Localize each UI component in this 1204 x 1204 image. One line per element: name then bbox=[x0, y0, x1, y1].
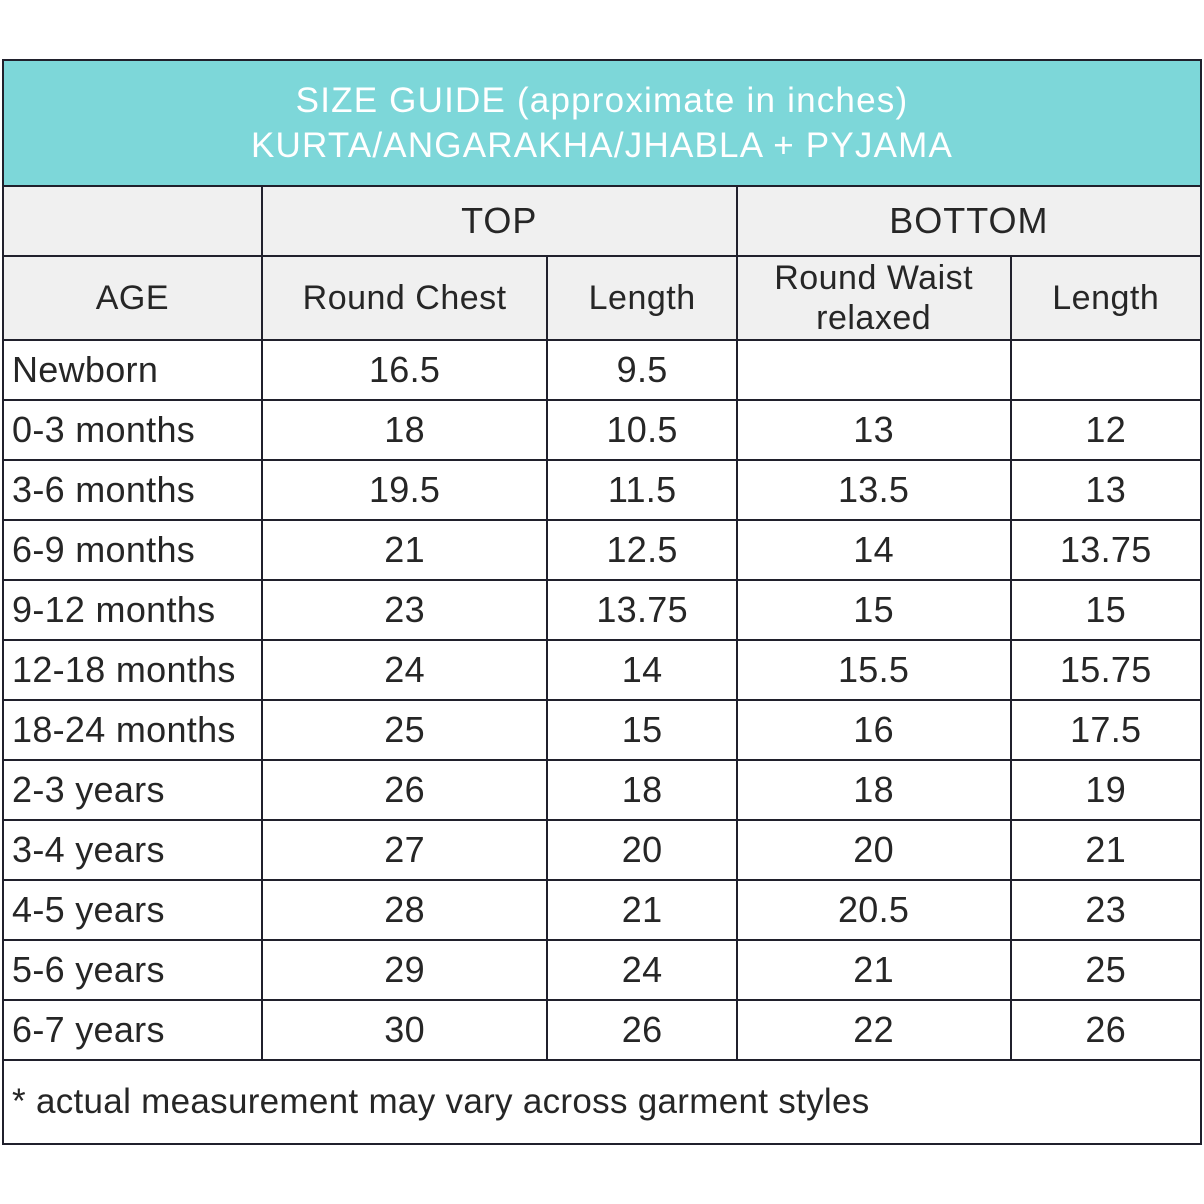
top-length-cell: 24 bbox=[546, 939, 738, 1002]
table-row: Newborn 16.5 9.5 bbox=[2, 339, 1202, 402]
round-waist-cell: 15 bbox=[735, 579, 1012, 642]
group-header-row: TOP BOTTOM bbox=[2, 185, 1203, 257]
round-waist-cell: 16 bbox=[735, 699, 1012, 762]
table-row: 6-9 months 21 12.5 14 13.75 bbox=[2, 519, 1202, 582]
group-header-bottom: BOTTOM bbox=[735, 185, 1203, 257]
table-row: 9-12 months 23 13.75 15 15 bbox=[2, 579, 1202, 642]
top-length-cell: 18 bbox=[546, 759, 738, 822]
round-chest-cell: 27 bbox=[260, 819, 549, 882]
column-header-top-length: Length bbox=[546, 254, 738, 342]
top-length-cell: 21 bbox=[546, 879, 738, 942]
age-cell: 3-6 months bbox=[2, 459, 263, 522]
group-header-top: TOP bbox=[260, 185, 738, 257]
table-row: 3-6 months 19.5 11.5 13.5 13 bbox=[2, 459, 1202, 522]
column-header-row: AGE Round Chest Length Round Waist relax… bbox=[2, 254, 1202, 342]
table-row: 4-5 years 28 21 20.5 23 bbox=[2, 879, 1202, 942]
age-cell: 18-24 months bbox=[2, 699, 263, 762]
size-table-body: Newborn 16.5 9.5 0-3 months 18 10.5 13 12 3-6 mo… bbox=[2, 339, 1202, 1062]
round-chest-cell: 19.5 bbox=[260, 459, 549, 522]
round-chest-cell: 23 bbox=[260, 579, 549, 642]
age-cell: 12-18 months bbox=[2, 639, 263, 702]
table-row: 18-24 months 25 15 16 17.5 bbox=[2, 699, 1202, 762]
bottom-length-cell: 15.75 bbox=[1009, 639, 1202, 702]
banner-title-line1: SIZE GUIDE (approximate in inches) bbox=[295, 80, 909, 120]
round-waist-cell: 13 bbox=[735, 399, 1012, 462]
bottom-length-cell: 17.5 bbox=[1009, 699, 1202, 762]
bottom-length-cell: 23 bbox=[1009, 879, 1202, 942]
column-header-bottom-length: Length bbox=[1009, 254, 1202, 342]
bottom-length-cell: 26 bbox=[1009, 999, 1202, 1062]
round-chest-cell: 16.5 bbox=[260, 339, 549, 402]
bottom-length-cell: 19 bbox=[1009, 759, 1202, 822]
bottom-length-cell: 13.75 bbox=[1009, 519, 1202, 582]
column-header-round-waist: Round Waist relaxed bbox=[735, 254, 1012, 342]
size-guide-banner: SIZE GUIDE (approximate in inches) KURTA… bbox=[2, 59, 1202, 187]
footnote: * actual measurement may vary across gar… bbox=[2, 1059, 1202, 1146]
table-row: 0-3 months 18 10.5 13 12 bbox=[2, 399, 1202, 462]
table-footer: * actual measurement may vary across gar… bbox=[2, 1059, 1202, 1146]
round-waist-cell: 21 bbox=[735, 939, 1012, 1002]
top-length-cell: 12.5 bbox=[546, 519, 738, 582]
bottom-length-cell: 15 bbox=[1009, 579, 1202, 642]
table-row: 6-7 years 30 26 22 26 bbox=[2, 999, 1202, 1062]
round-waist-cell: 20 bbox=[735, 819, 1012, 882]
top-length-cell: 9.5 bbox=[546, 339, 738, 402]
round-chest-cell: 25 bbox=[260, 699, 549, 762]
banner-title-line2: KURTA/ANGARAKHA/JHABLA + PYJAMA bbox=[250, 126, 954, 165]
round-chest-cell: 21 bbox=[260, 519, 549, 582]
age-cell: 2-3 years bbox=[2, 759, 263, 822]
age-cell: 3-4 years bbox=[2, 819, 263, 882]
top-length-cell: 20 bbox=[546, 819, 738, 882]
footnote-row: * actual measurement may vary across gar… bbox=[2, 1059, 1202, 1146]
round-waist-cell bbox=[735, 339, 1012, 402]
round-chest-cell: 24 bbox=[260, 639, 549, 702]
top-length-cell: 14 bbox=[546, 639, 738, 702]
age-cell: 9-12 months bbox=[2, 579, 263, 642]
round-chest-cell: 18 bbox=[260, 399, 549, 462]
top-length-cell: 13.75 bbox=[546, 579, 738, 642]
round-waist-cell: 13.5 bbox=[735, 459, 1012, 522]
top-length-cell: 10.5 bbox=[546, 399, 738, 462]
age-cell: 6-7 years bbox=[2, 999, 263, 1062]
top-length-cell: 26 bbox=[546, 999, 738, 1062]
age-cell: 5-6 years bbox=[2, 939, 263, 1002]
table-row: 12-18 months 24 14 15.5 15.75 bbox=[2, 639, 1202, 702]
round-waist-cell: 14 bbox=[735, 519, 1012, 582]
age-group-spacer bbox=[2, 185, 263, 257]
age-cell: 0-3 months bbox=[2, 399, 263, 462]
round-waist-cell: 18 bbox=[735, 759, 1012, 822]
table-row: 2-3 years 26 18 18 19 bbox=[2, 759, 1202, 822]
bottom-length-cell bbox=[1009, 339, 1202, 402]
age-cell: Newborn bbox=[2, 339, 263, 402]
round-waist-cell: 15.5 bbox=[735, 639, 1012, 702]
age-cell: 6-9 months bbox=[2, 519, 263, 582]
round-waist-cell: 20.5 bbox=[735, 879, 1012, 942]
banner-row: SIZE GUIDE (approximate in inches) KURTA… bbox=[2, 59, 1202, 187]
top-length-cell: 15 bbox=[546, 699, 738, 762]
table-header: SIZE GUIDE (approximate in inches) KURTA… bbox=[2, 59, 1203, 342]
column-header-age: AGE bbox=[2, 254, 263, 342]
bottom-length-cell: 12 bbox=[1009, 399, 1202, 462]
round-waist-cell: 22 bbox=[735, 999, 1012, 1062]
size-guide-table: SIZE GUIDE (approximate in inches) KURTA… bbox=[2, 59, 1203, 1146]
round-chest-cell: 28 bbox=[260, 879, 549, 942]
age-cell: 4-5 years bbox=[2, 879, 263, 942]
round-chest-cell: 29 bbox=[260, 939, 549, 1002]
table-row: 5-6 years 29 24 21 25 bbox=[2, 939, 1202, 1002]
table-row: 3-4 years 27 20 20 21 bbox=[2, 819, 1202, 882]
round-chest-cell: 30 bbox=[260, 999, 549, 1062]
bottom-length-cell: 13 bbox=[1009, 459, 1202, 522]
column-header-round-chest: Round Chest bbox=[260, 254, 549, 342]
bottom-length-cell: 21 bbox=[1009, 819, 1202, 882]
bottom-length-cell: 25 bbox=[1009, 939, 1202, 1002]
round-chest-cell: 26 bbox=[260, 759, 549, 822]
top-length-cell: 11.5 bbox=[546, 459, 738, 522]
